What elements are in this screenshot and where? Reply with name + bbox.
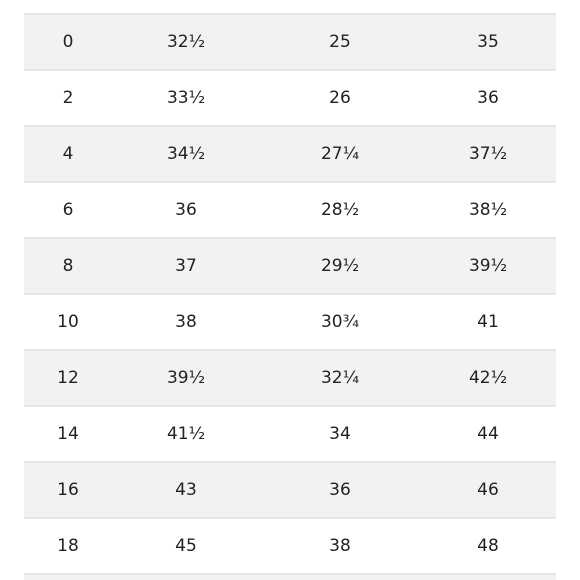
- hip-cell: 42½: [420, 349, 556, 406]
- waist-cell: 36: [260, 461, 420, 518]
- size-cell: 10: [24, 293, 112, 350]
- bust-cell: 45: [112, 517, 260, 574]
- hip-cell: 35: [420, 13, 556, 70]
- table-row: 10 38 30¾ 41: [24, 293, 556, 350]
- bust-cell: 33½: [112, 69, 260, 126]
- hip-cell: 46: [420, 461, 556, 518]
- waist-cell: 27¼: [260, 125, 420, 182]
- hip-cell: 39½: [420, 237, 556, 294]
- hip-cell: 44: [420, 405, 556, 462]
- hip-cell: 37½: [420, 125, 556, 182]
- size-cell: 4: [24, 125, 112, 182]
- size-cell: 6: [24, 181, 112, 238]
- table-row: 14 41½ 34 44: [24, 405, 556, 462]
- table-row: 18 45 38 48: [24, 517, 556, 574]
- waist-cell: 30¾: [260, 293, 420, 350]
- bust-cell: 39½: [112, 349, 260, 406]
- bust-cell: 32½: [112, 13, 260, 70]
- waist-cell: 29½: [260, 237, 420, 294]
- size-cell: 16: [24, 461, 112, 518]
- waist-cell: 26: [260, 69, 420, 126]
- waist-cell: 34: [260, 405, 420, 462]
- bust-cell: 41½: [112, 405, 260, 462]
- table-row-partial: [24, 573, 556, 580]
- table-row: 0 32½ 25 35: [24, 13, 556, 70]
- waist-cell: 38: [260, 517, 420, 574]
- table-row: 8 37 29½ 39½: [24, 237, 556, 294]
- bust-cell: 34½: [112, 125, 260, 182]
- waist-cell: 28½: [260, 181, 420, 238]
- size-cell: 12: [24, 349, 112, 406]
- size-cell: 14: [24, 405, 112, 462]
- hip-cell: 36: [420, 69, 556, 126]
- hip-cell: 38½: [420, 181, 556, 238]
- size-cell: 2: [24, 69, 112, 126]
- size-cell: 18: [24, 517, 112, 574]
- size-cell: 0: [24, 13, 112, 70]
- waist-cell: 25: [260, 13, 420, 70]
- table-row: 4 34½ 27¼ 37½: [24, 125, 556, 182]
- table-row: 2 33½ 26 36: [24, 69, 556, 126]
- waist-cell: 32¼: [260, 349, 420, 406]
- hip-cell: 41: [420, 293, 556, 350]
- bust-cell: 37: [112, 237, 260, 294]
- table-row: 12 39½ 32¼ 42½: [24, 349, 556, 406]
- table-row: 16 43 36 46: [24, 461, 556, 518]
- size-chart-table: 0 32½ 25 35 2 33½ 26 36 4 34½ 27¼ 37½ 6 …: [24, 13, 556, 580]
- table-row: 6 36 28½ 38½: [24, 181, 556, 238]
- size-cell: 8: [24, 237, 112, 294]
- bust-cell: 38: [112, 293, 260, 350]
- hip-cell: 48: [420, 517, 556, 574]
- bust-cell: 43: [112, 461, 260, 518]
- bust-cell: 36: [112, 181, 260, 238]
